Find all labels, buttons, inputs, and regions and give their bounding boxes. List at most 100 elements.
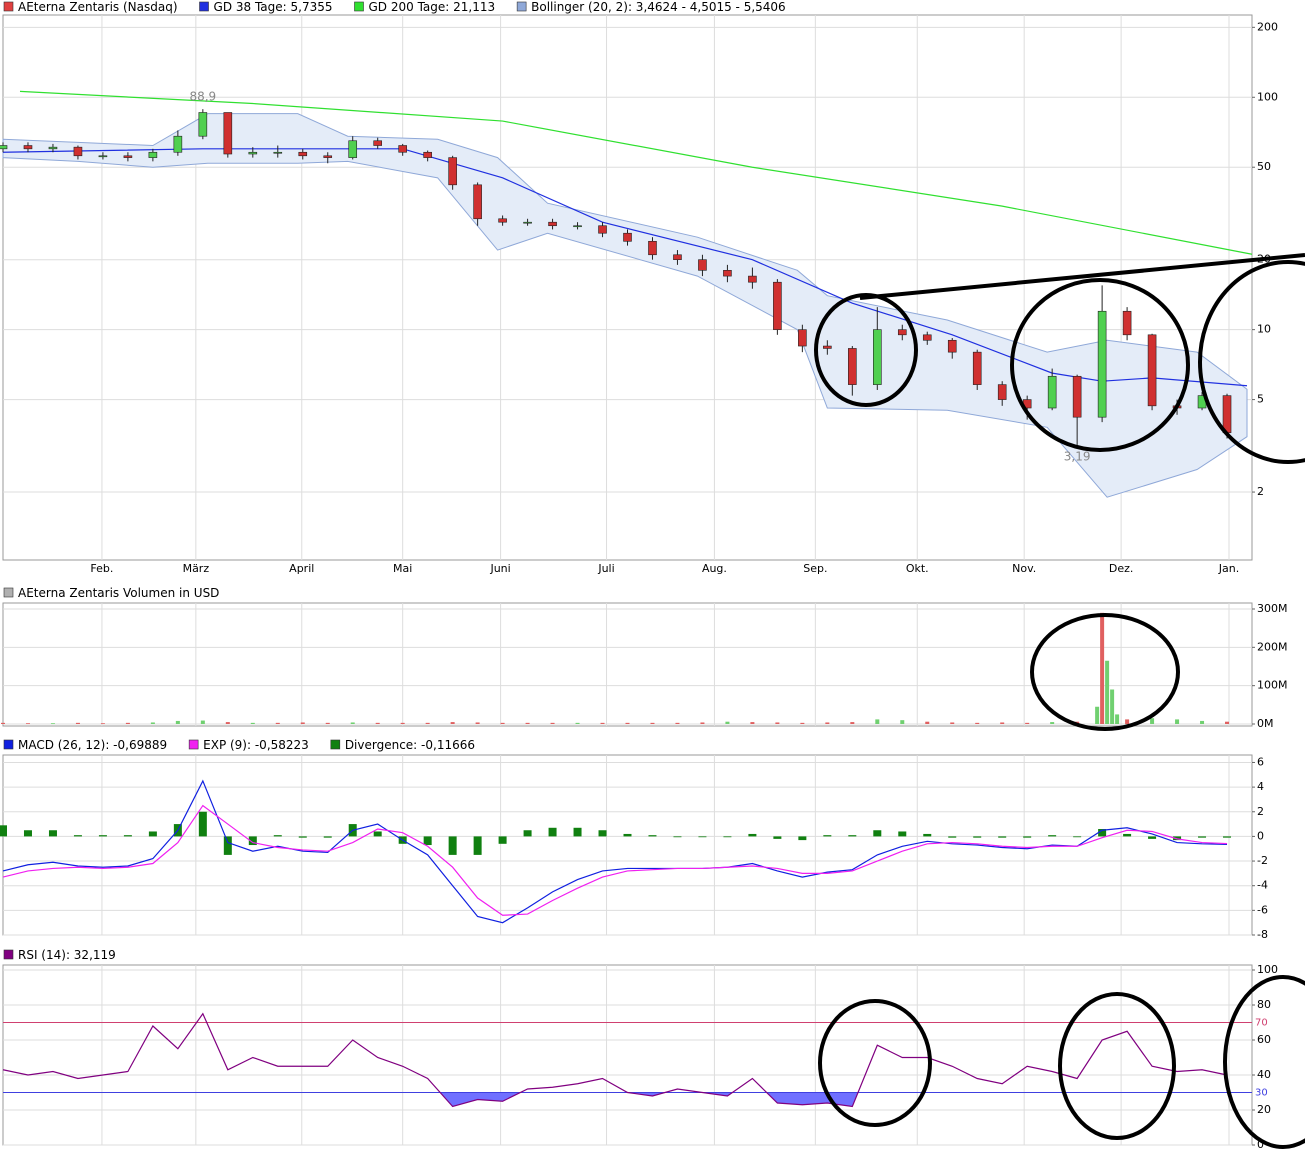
candle-body [123,155,133,158]
volume-bar [300,722,305,724]
candle-body [848,348,857,385]
x-tick-label: Nov. [1012,562,1036,575]
divergence-bar [1098,829,1107,837]
candle-body [273,151,283,154]
y-tick-label: -8 [1257,928,1268,941]
volume-bar [1200,720,1205,724]
divergence-bar [248,836,257,846]
candle-body [623,232,632,242]
annotation: 3,19 [1064,449,1091,463]
y-tick-label: 20 [1257,1103,1271,1116]
candle-body [0,145,8,150]
x-tick-label: Dez. [1109,562,1134,575]
volume-bar [225,722,230,724]
legend-label: Bollinger (20, 2): 3,4624 - 4,5015 - 5,5… [531,0,786,14]
plot-frame [2,602,1253,727]
y-tick-label: 80 [1257,998,1271,1011]
volume-bar [925,721,930,724]
y-tick-label: -6 [1257,903,1268,916]
volume-bar [1110,689,1115,724]
reference-label: 70 [1255,1018,1268,1029]
legend-label: RSI (14): 32,119 [18,948,116,962]
divergence-bar [1023,836,1032,838]
volume-bar [350,722,355,724]
volume-bar [725,721,730,724]
candle-body [323,155,333,158]
divergence-bar [1148,836,1157,839]
volume-bar [275,722,280,724]
highlight-circle [1010,278,1190,452]
plot-frame [2,14,1253,561]
volume-bar [1000,722,1005,724]
divergence-bar [948,836,957,838]
volume-bar [25,723,30,725]
candle-body [148,151,158,158]
candle-body [1147,334,1157,407]
volume-bar [1100,612,1105,724]
volume-bar [750,722,755,724]
highlight-circle [1030,613,1180,731]
legend-swatch [3,949,14,960]
divergence-bar [1048,835,1057,837]
volume-bar [425,722,430,724]
divergence-bar [123,835,132,837]
highlight-circle [818,999,932,1127]
candle-body [922,334,932,341]
legend-swatch [3,587,14,598]
candle-body [748,275,757,283]
divergence-bar [573,827,582,837]
volume-bar [1025,722,1030,724]
y-tick-label: 100M [1257,679,1288,692]
y-tick-label: 60 [1257,1033,1271,1046]
legend-label: MACD (26, 12): -0,69889 [18,738,167,752]
divergence-bar [1198,836,1207,838]
candle-body [248,151,258,155]
candle-body [498,218,507,223]
volume-bar [650,722,655,724]
volume-bar [700,722,705,724]
volume-bar [450,722,455,724]
y-tick-label: -4 [1257,879,1268,892]
divergence-bar [648,835,657,837]
volume-bar [800,722,805,724]
candle-body [473,184,482,220]
divergence-bar [1073,836,1082,838]
volume-bar [200,720,205,724]
volume-bar [825,722,830,724]
volume-bar [900,720,905,724]
volume-bar [875,719,880,724]
y-tick-label: 0 [1257,1138,1264,1151]
volume-bar [1175,719,1180,724]
legend-label: GD 38 Tage: 5,7355 [214,0,333,14]
candle-body [1122,310,1132,336]
volume-bar [1050,722,1055,724]
divergence-bar [73,835,82,837]
x-tick-label: April [289,562,314,575]
divergence-bar [1123,833,1132,837]
divergence-bar [548,827,557,837]
y-tick-label: 50 [1257,160,1271,173]
divergence-bar [498,836,507,844]
candle-body [1047,375,1057,409]
divergence-bar [598,830,607,837]
volume-bar [75,722,80,724]
candle-body [223,112,233,155]
volume-bar [625,722,630,724]
legend-swatch [199,1,209,12]
divergence-bar [848,835,857,837]
x-tick-label: Jan. [1218,562,1239,575]
legend-swatch [354,1,364,12]
legend-swatch [3,739,14,750]
x-tick-label: Aug. [702,562,727,575]
candle-body [373,140,383,146]
candle-body [548,221,557,227]
x-tick-label: März [183,562,210,575]
moving-average [2,148,1248,387]
divergence-bar [923,833,932,837]
legend-swatch [516,1,527,12]
divergence-bar [0,825,7,837]
divergence-bar [698,836,707,838]
volume-bar [975,722,980,724]
